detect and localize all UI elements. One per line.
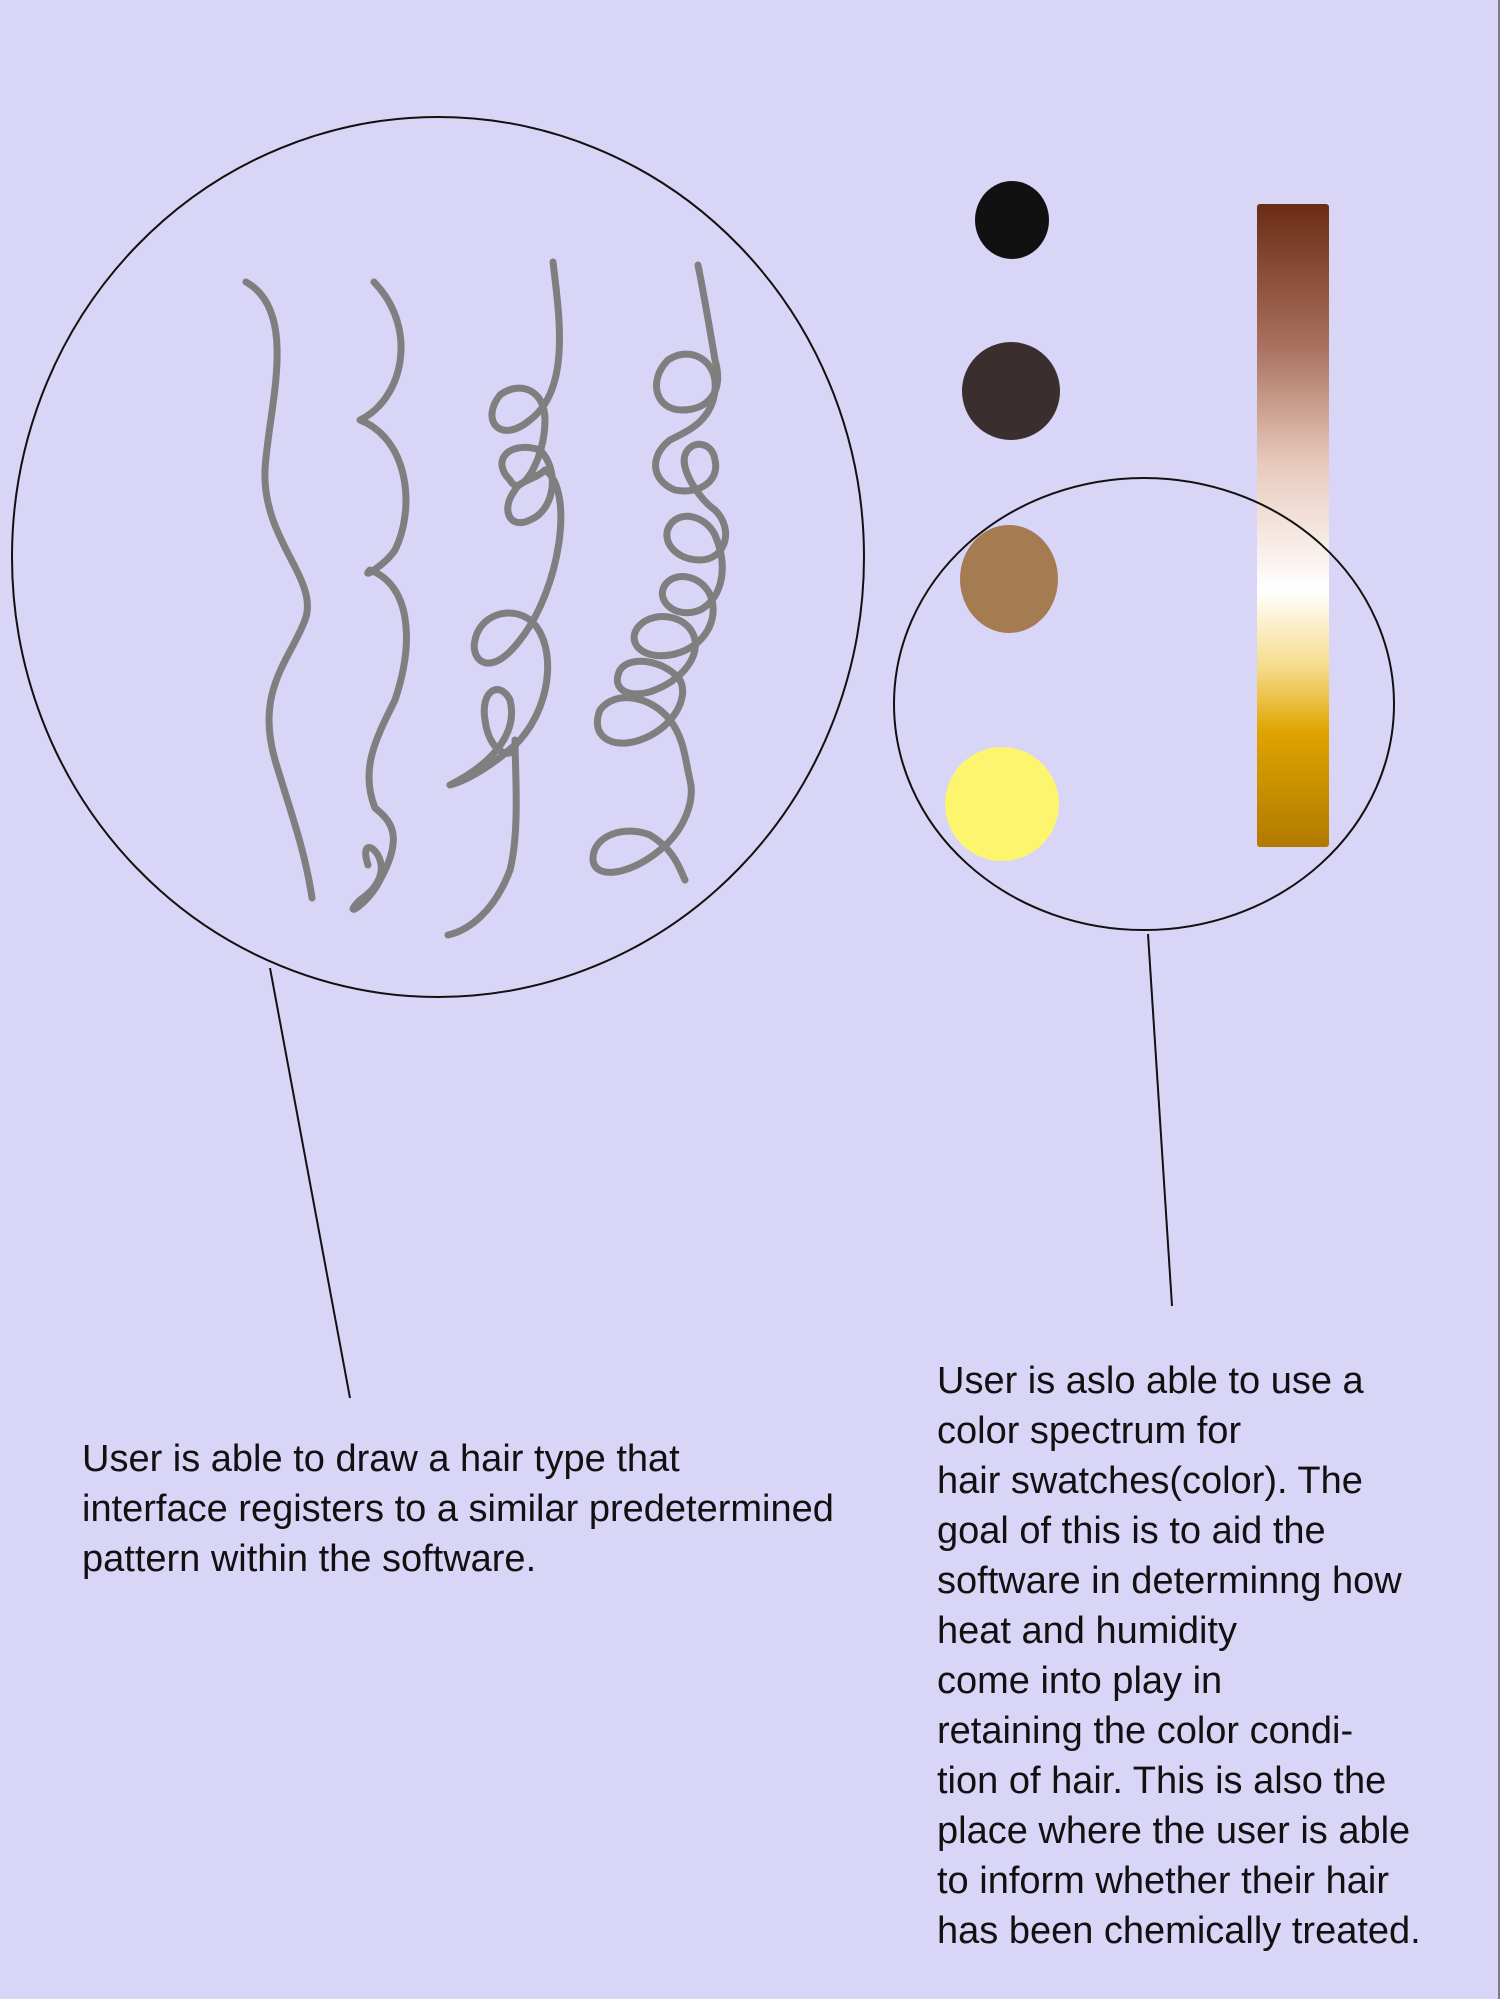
caption-line: interface registers to a similar predete…	[82, 1488, 834, 1530]
color-spectrum-bar[interactable]	[1257, 204, 1329, 847]
caption-line: retaining the color condi-	[937, 1710, 1354, 1752]
wavy-hair-stroke[interactable]	[242, 278, 316, 902]
coily-hair-stroke[interactable]	[488, 258, 563, 527]
right-callout-line	[1147, 933, 1173, 1307]
swatch-black[interactable]	[975, 181, 1049, 259]
left-callout-line	[269, 967, 351, 1399]
curly-hair-stroke[interactable]	[349, 278, 410, 913]
coily-hair-stroke-lower[interactable]	[444, 466, 565, 939]
color-spectrum-caption: User is aslo able to use a color spectru…	[937, 1356, 1477, 1956]
caption-line: hair swatches(color). The	[937, 1460, 1363, 1502]
caption-line: to inform whether their hair	[937, 1860, 1389, 1902]
caption-line: tion of hair. This is also the	[937, 1760, 1387, 1802]
caption-line: goal of this is to aid the	[937, 1510, 1326, 1552]
swatch-light-brown[interactable]	[960, 525, 1058, 633]
caption-line: software in determinng how	[937, 1560, 1402, 1602]
swatch-blonde[interactable]	[945, 747, 1059, 861]
color-swatches[interactable]	[945, 181, 1060, 861]
caption-line: place where the user is able	[937, 1810, 1411, 1852]
caption-line: User is aslo able to use a	[937, 1360, 1364, 1402]
caption-line: heat and humidity	[937, 1610, 1237, 1652]
hair-pattern-circle	[11, 116, 865, 998]
caption-line: come into play in	[937, 1660, 1223, 1702]
hair-pattern-caption: User is able to draw a hair type that in…	[82, 1434, 922, 1584]
tight-coil-hair-stroke-lower[interactable]	[589, 531, 726, 884]
hair-strokes[interactable]	[242, 258, 730, 939]
caption-line: pattern within the software.	[82, 1538, 537, 1580]
swatch-dark-brown[interactable]	[962, 342, 1060, 440]
tight-coil-hair-stroke[interactable]	[652, 261, 730, 564]
page-edge-line	[1498, 0, 1500, 1999]
caption-line: color spectrum for	[937, 1410, 1242, 1452]
caption-line: has been chemically treated.	[937, 1910, 1421, 1952]
hair-pattern-panel[interactable]	[11, 116, 865, 998]
color-panel-circle	[893, 477, 1395, 931]
caption-line: User is able to draw a hair type that	[82, 1438, 680, 1480]
